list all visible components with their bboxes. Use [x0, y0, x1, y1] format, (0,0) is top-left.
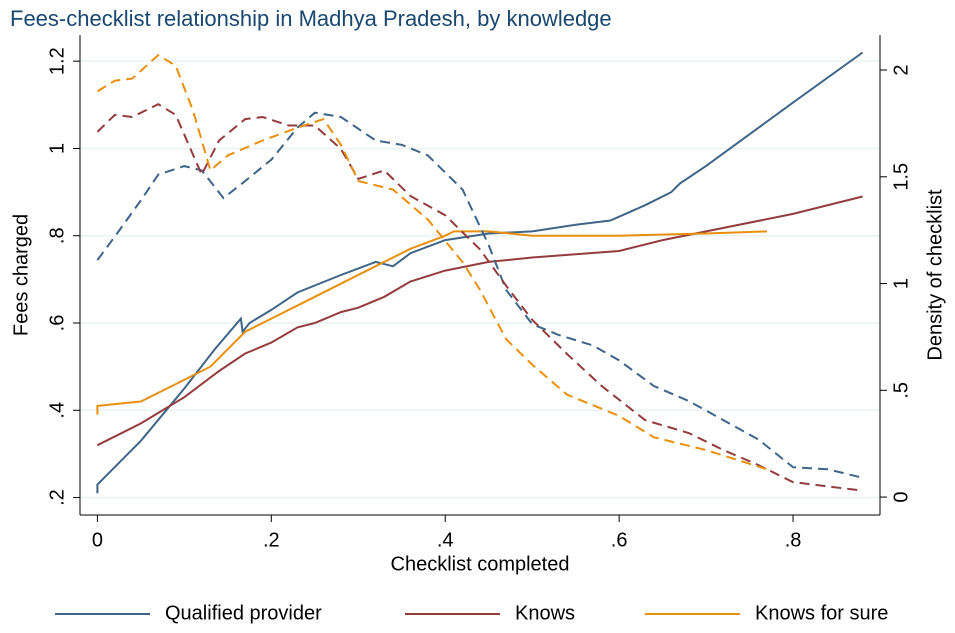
fee-line [96, 230, 768, 415]
legend-label: Knows [515, 602, 575, 624]
fee-line [96, 195, 863, 447]
chart-title: Fees-checklist relationship in Madhya Pr… [10, 6, 612, 31]
density-line [96, 103, 863, 492]
y-tick-label: 1.2 [46, 47, 68, 75]
y-axis-title: Fees charged [10, 214, 32, 336]
y2-axis-title: Density of checklist [924, 189, 946, 361]
x-tick-label: 0 [92, 529, 103, 551]
y-tick-label: .4 [46, 402, 68, 419]
x-tick-label: .2 [263, 529, 280, 551]
x-tick-label: .6 [611, 529, 628, 551]
y2-tick-label: 0 [890, 492, 912, 503]
y-tick-label: 1 [46, 143, 68, 154]
x-axis-title: Checklist completed [391, 553, 570, 575]
fee-line [96, 51, 864, 494]
x-tick-label: .8 [785, 529, 802, 551]
legend-label: Qualified provider [165, 602, 322, 624]
y2-tick-label: 1 [890, 278, 912, 289]
y2-tick-label: .5 [890, 382, 912, 399]
y-tick-label: .8 [46, 227, 68, 244]
x-tick-label: .4 [437, 529, 454, 551]
legend-label: Knows for sure [755, 602, 888, 624]
y-tick-label: .2 [46, 489, 68, 506]
density-line [96, 111, 863, 479]
y2-tick-label: 1.5 [890, 163, 912, 191]
y-tick-label: .6 [46, 315, 68, 332]
y2-tick-label: 2 [890, 64, 912, 75]
